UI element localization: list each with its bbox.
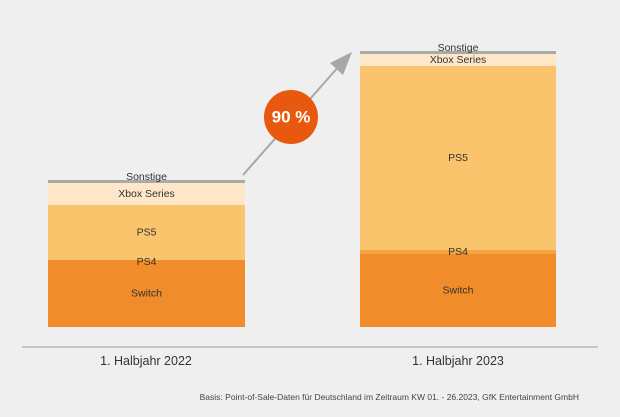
bars-group — [48, 51, 556, 327]
bar-segment-sonstige-0 — [48, 180, 245, 183]
segment-label-sonstige-1: Sonstige — [438, 42, 479, 54]
growth-badge-text: 90 % — [272, 108, 311, 127]
segment-label-ps5-0: PS5 — [137, 226, 157, 238]
category-label-2022: 1. Halbjahr 2022 — [100, 354, 192, 368]
bar-segment-sonstige-1 — [360, 51, 556, 54]
growth-arrow-head — [330, 52, 352, 75]
growth-badge: 90 % — [264, 90, 318, 144]
growth-badge-circle — [264, 90, 318, 144]
segment-label-ps4-1: PS4 — [448, 246, 468, 258]
segment-label-sonstige-0: Sonstige — [126, 171, 167, 183]
bar-segment-ps5-1 — [360, 66, 556, 250]
source-note: Basis: Point-of-Sale-Daten für Deutschla… — [200, 392, 579, 402]
segment-label-ps4-0: PS4 — [137, 256, 157, 268]
bar-segment-switch-0 — [48, 260, 245, 327]
bar-segment-switch-1 — [360, 254, 556, 327]
segment-label-xbox-series-0: Xbox Series — [118, 188, 175, 200]
segment-label-ps5-1: PS5 — [448, 152, 468, 164]
bar-segment-xbox-series-0 — [48, 183, 245, 205]
category-label-2023: 1. Halbjahr 2023 — [412, 354, 504, 368]
segment-label-xbox-series-1: Xbox Series — [430, 54, 487, 66]
segment-label-switch-0: Switch — [131, 287, 162, 299]
bar-segment-xbox-series-1 — [360, 54, 556, 66]
segment-label-switch-1: Switch — [443, 284, 474, 296]
bar-segment-ps5-0 — [48, 205, 245, 260]
bar-segment-ps4-1 — [360, 250, 556, 254]
